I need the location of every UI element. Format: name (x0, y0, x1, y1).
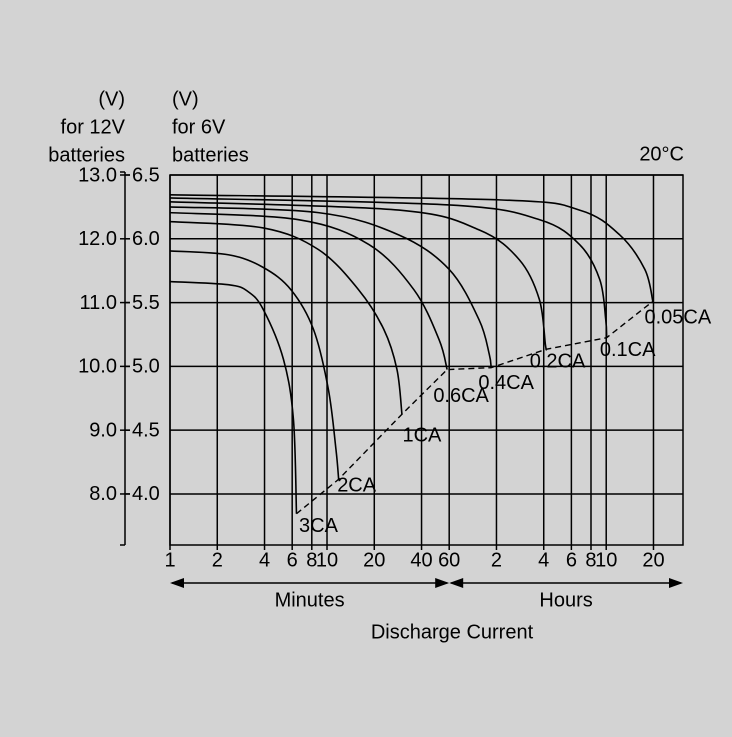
arrow-head (449, 578, 464, 588)
y-tick-label: 13.0 (78, 164, 117, 186)
annotation: 20°C (639, 143, 684, 165)
y-tick-label: 10.0 (78, 356, 117, 378)
x-tick-label: 1 (164, 549, 175, 571)
y-tick-label: 9.0 (89, 419, 117, 441)
curve-label: 3CA (299, 515, 339, 537)
curve-label: 2CA (337, 475, 377, 497)
x-tick-label: 8 (585, 549, 596, 571)
y2-tick-label: 5.0 (132, 356, 160, 378)
discharge-curve (169, 211, 448, 370)
x-tick-label: 10 (595, 549, 617, 571)
curve-label: 0.4CA (478, 372, 534, 394)
y2-tick-label: 6.0 (132, 228, 160, 250)
y2-tick-label: 5.5 (132, 292, 160, 314)
x-tick-label: 20 (642, 549, 664, 571)
arrow-head (170, 578, 184, 588)
y-tick-label: 12.0 (78, 228, 117, 250)
x-tick-label: 10 (316, 549, 338, 571)
x-axis-title: Discharge Current (371, 621, 534, 643)
x-tick-label: 60 (438, 549, 460, 571)
x-tick-label: 6 (287, 549, 298, 571)
y2-axis-title: for 6V (172, 116, 226, 138)
y-tick-label: 8.0 (89, 483, 117, 505)
arrow-head (435, 578, 450, 588)
y2-tick-label: 4.5 (132, 419, 160, 441)
discharge-curve (169, 193, 654, 302)
discharge-curve (169, 197, 608, 338)
arrow-head (669, 578, 683, 588)
discharge-curve (169, 220, 403, 415)
discharge-curve (169, 250, 340, 480)
y-axis-title: for 12V (61, 116, 126, 138)
x-tick-label: 20 (363, 549, 385, 571)
discharge-curve (169, 206, 492, 368)
discharge-curve (169, 280, 298, 514)
curve-label: 0.6CA (433, 385, 489, 407)
x-tick-label: 4 (538, 549, 549, 571)
y2-tick-label: 6.5 (132, 164, 160, 186)
y-tick-label: 11.0 (80, 292, 117, 314)
x-tick-label: 2 (491, 549, 502, 571)
curve-label: 1CA (402, 425, 442, 447)
curve-label: 0.2CA (530, 350, 586, 372)
x-tick-label: 8 (306, 549, 317, 571)
y-axis-title: batteries (48, 144, 125, 166)
curve-label: 0.05CA (644, 307, 711, 329)
y2-axis-title: (V) (172, 88, 199, 110)
range-label: Hours (539, 589, 592, 611)
curve-label: 0.1CA (600, 339, 656, 361)
cutoff-line (296, 300, 654, 515)
x-tick-label: 4 (259, 549, 270, 571)
discharge-curve (169, 200, 548, 351)
range-label: Minutes (275, 589, 345, 611)
y2-axis-title: batteries (172, 144, 249, 166)
y-axis-title: (V) (98, 88, 125, 110)
y2-tick-label: 4.0 (132, 483, 160, 505)
x-tick-label: 6 (566, 549, 577, 571)
x-tick-label: 40 (410, 549, 432, 571)
x-tick-label: 2 (212, 549, 223, 571)
